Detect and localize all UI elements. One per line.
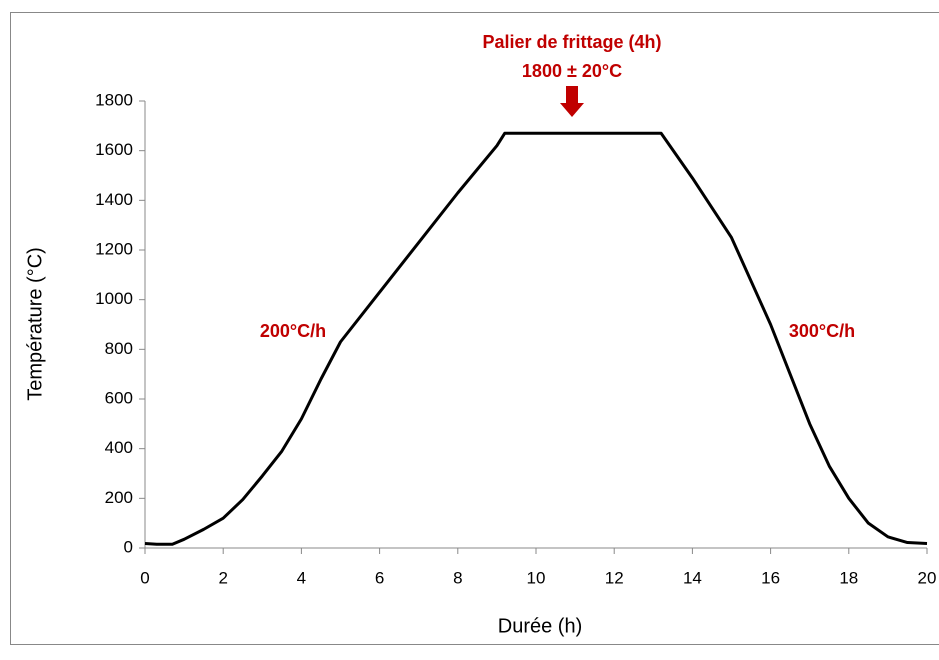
x-tick-label: 14 [683,568,702,587]
x-tick-label: 18 [839,568,858,587]
x-tick-label: 12 [605,568,624,587]
x-tick-label: 16 [761,568,780,587]
y-tick-label: 1400 [95,190,133,209]
annotation: 200°C/h [260,321,326,341]
x-tick-label: 20 [918,568,937,587]
y-tick-label: 1800 [95,90,133,109]
annotation: 1800 ± 20°C [522,61,622,81]
y-tick-label: 1200 [95,239,133,258]
arrow [560,86,584,117]
annotation: 300°C/h [789,321,855,341]
y-tick-label: 200 [105,488,133,507]
y-tick-label: 1000 [95,289,133,308]
y-tick-label: 1600 [95,140,133,159]
x-tick-label: 4 [297,568,306,587]
y-tick-label: 600 [105,388,133,407]
y-axis-title: Température (°C) [24,247,46,401]
x-tick-label: 6 [375,568,384,587]
x-tick-label: 8 [453,568,462,587]
y-tick-label: 400 [105,438,133,457]
x-tick-label: 2 [218,568,227,587]
x-tick-label: 10 [527,568,546,587]
x-tick-label: 0 [140,568,149,587]
y-tick-label: 0 [124,537,133,556]
annotation: Palier de frittage (4h) [482,32,661,52]
y-tick-label: 800 [105,339,133,358]
x-axis-title: Durée (h) [498,615,582,637]
